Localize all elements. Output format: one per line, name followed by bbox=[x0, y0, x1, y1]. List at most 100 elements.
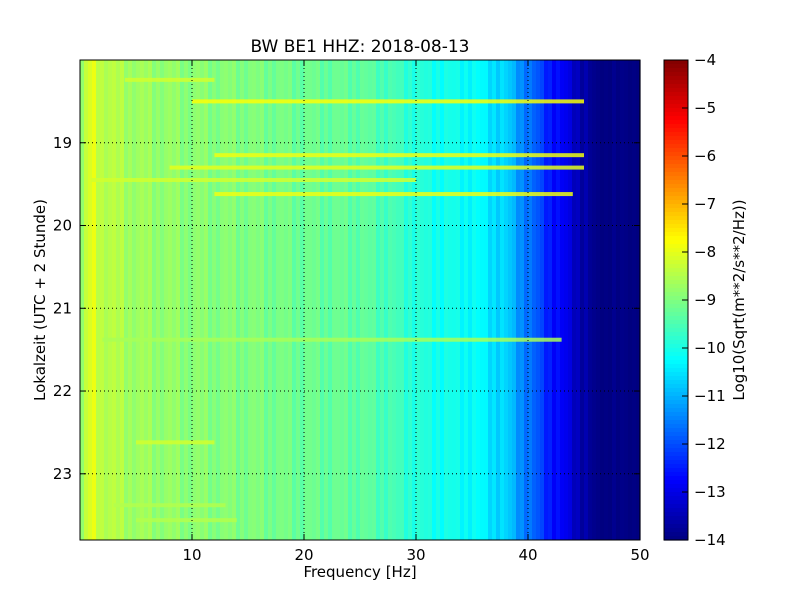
colorbar-segment bbox=[664, 376, 688, 381]
colorbar-segment bbox=[664, 304, 688, 309]
colorbar-tick-label: −6 bbox=[694, 147, 716, 165]
x-tick-label: 30 bbox=[406, 546, 425, 564]
spectrogram-column bbox=[516, 60, 521, 540]
spectrogram-column bbox=[368, 60, 373, 540]
colorbar-segment bbox=[664, 300, 688, 305]
colorbar-segment bbox=[664, 224, 688, 229]
spectrogram-column bbox=[396, 60, 401, 540]
spectrogram-column bbox=[172, 60, 177, 540]
spectrogram-column bbox=[420, 60, 425, 540]
x-tick-label: 40 bbox=[518, 546, 537, 564]
colorbar-segment bbox=[664, 328, 688, 333]
spectrogram-column bbox=[480, 60, 485, 540]
colorbar-segment bbox=[664, 428, 688, 433]
spectrogram-column bbox=[356, 60, 361, 540]
colorbar-segment bbox=[664, 280, 688, 285]
spectrogram-column bbox=[464, 60, 469, 540]
spectrogram-column bbox=[408, 60, 413, 540]
spectrogram-column bbox=[80, 60, 85, 540]
colorbar-segment bbox=[664, 436, 688, 441]
spectrogram-column bbox=[120, 60, 125, 540]
spectrogram-column bbox=[232, 60, 237, 540]
spectrogram-column bbox=[184, 60, 189, 540]
spectrogram-column bbox=[284, 60, 289, 540]
colorbar-segment bbox=[664, 184, 688, 189]
grid-lines bbox=[80, 60, 640, 540]
colorbar-segment bbox=[664, 468, 688, 473]
colorbar-segment bbox=[664, 212, 688, 217]
colorbar-segment bbox=[664, 256, 688, 261]
spectrogram-column bbox=[552, 60, 557, 540]
colorbar-segment bbox=[664, 380, 688, 385]
colorbar-segment bbox=[664, 536, 688, 541]
colorbar-segment bbox=[664, 76, 688, 81]
spectrogram-column bbox=[92, 60, 97, 540]
spectrogram-column bbox=[448, 60, 453, 540]
spectrogram-column bbox=[140, 60, 145, 540]
spectrogram-column bbox=[444, 60, 449, 540]
spectrogram-band bbox=[91, 178, 416, 182]
colorbar-tick-label: −8 bbox=[694, 243, 716, 261]
spectrogram-band bbox=[192, 99, 584, 104]
colorbar-segment bbox=[664, 264, 688, 269]
colorbar-segment bbox=[664, 240, 688, 245]
colorbar-segment bbox=[664, 516, 688, 521]
spectrogram-column bbox=[308, 60, 313, 540]
colorbar-segment bbox=[664, 160, 688, 165]
colorbar-tick-label: −10 bbox=[694, 339, 726, 357]
spectrogram-column bbox=[384, 60, 389, 540]
colorbar-segment bbox=[664, 168, 688, 173]
spectrogram-band bbox=[214, 192, 573, 197]
spectrogram-column bbox=[592, 60, 597, 540]
spectrogram-column bbox=[452, 60, 457, 540]
spectrogram-column bbox=[572, 60, 577, 540]
spectrogram-column bbox=[100, 60, 105, 540]
x-axis: 10 20 30 40 50 bbox=[182, 60, 650, 564]
spectrogram-column bbox=[204, 60, 209, 540]
colorbar-segment bbox=[664, 396, 688, 401]
colorbar-segment bbox=[664, 524, 688, 529]
colorbar-segment bbox=[664, 144, 688, 149]
spectrogram-column bbox=[568, 60, 573, 540]
colorbar-segment bbox=[664, 152, 688, 157]
colorbar-segment bbox=[664, 88, 688, 93]
spectrogram-column bbox=[376, 60, 381, 540]
colorbar-segment bbox=[664, 452, 688, 457]
spectrogram-column bbox=[276, 60, 281, 540]
colorbar-segment bbox=[664, 532, 688, 537]
colorbar-segment bbox=[664, 432, 688, 437]
spectrogram-column bbox=[544, 60, 549, 540]
colorbar-segment bbox=[664, 140, 688, 145]
spectrogram-column bbox=[340, 60, 345, 540]
spectrogram-column bbox=[508, 60, 513, 540]
spectrogram-column bbox=[300, 60, 305, 540]
colorbar-segment bbox=[664, 496, 688, 501]
colorbar-segment bbox=[664, 120, 688, 125]
colorbar-segment bbox=[664, 180, 688, 185]
spectrogram-column bbox=[88, 60, 93, 540]
colorbar-segment bbox=[664, 128, 688, 133]
colorbar-segment bbox=[664, 344, 688, 349]
spectrogram-column bbox=[112, 60, 117, 540]
spectrogram-column bbox=[404, 60, 409, 540]
spectrogram-column bbox=[256, 60, 261, 540]
spectrogram-column bbox=[324, 60, 329, 540]
spectrogram-band bbox=[124, 77, 215, 82]
spectrogram-column bbox=[108, 60, 113, 540]
colorbar-segment bbox=[664, 348, 688, 353]
colorbar-segment bbox=[664, 156, 688, 161]
spectrogram-column bbox=[600, 60, 605, 540]
spectrogram-column bbox=[200, 60, 205, 540]
spectrogram-column bbox=[236, 60, 241, 540]
spectrogram-column bbox=[228, 60, 233, 540]
spectrogram-band bbox=[136, 440, 215, 445]
spectrogram-column bbox=[460, 60, 465, 540]
colorbar-segment bbox=[664, 192, 688, 197]
y-tick-label: 23 bbox=[53, 465, 72, 483]
colorbar-segment bbox=[664, 520, 688, 525]
spectrogram-column bbox=[528, 60, 533, 540]
colorbar-segment bbox=[664, 460, 688, 465]
spectrogram-plot-area bbox=[80, 60, 641, 540]
x-tick-label: 20 bbox=[294, 546, 313, 564]
colorbar-segment bbox=[664, 424, 688, 429]
